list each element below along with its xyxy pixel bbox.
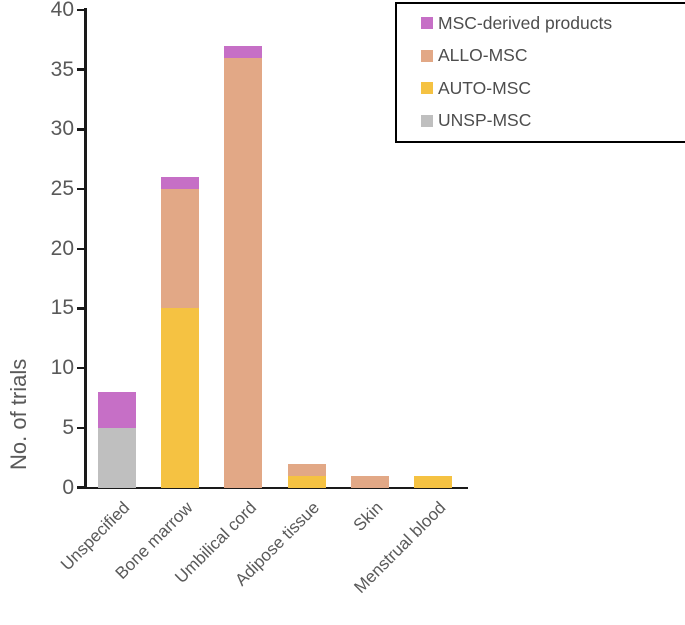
legend-label: UNSP-MSC: [438, 110, 532, 131]
x-category-label: Skin: [349, 498, 387, 535]
bar-segment: [351, 475, 389, 488]
bar-segment: [414, 475, 453, 488]
y-tick-label: 25: [50, 177, 74, 201]
y-tick-mark: [77, 486, 85, 489]
plot-area: [85, 10, 465, 488]
y-tick-label: 35: [50, 57, 74, 81]
y-tick-mark: [77, 426, 85, 430]
legend-item: UNSP-MSC: [421, 105, 685, 138]
y-tick-label: 0: [62, 475, 74, 499]
y-tick-mark: [77, 366, 85, 370]
y-tick-mark: [77, 128, 85, 131]
legend: MSC-derived products ALLO-MSC AUTO-MSC UNSP…: [395, 2, 685, 143]
y-tick-label: 5: [62, 415, 74, 439]
legend-item: MSC-derived products: [421, 7, 685, 40]
bar-segment: [224, 45, 263, 58]
bar-segment: [97, 427, 136, 488]
bar-segment: [97, 392, 136, 428]
legend-swatch-icon: [421, 114, 433, 127]
x-axis-line: [78, 486, 468, 490]
y-tick-mark: [77, 187, 85, 191]
legend-item: ALLO-MSC: [421, 40, 685, 73]
bar-segment: [161, 177, 199, 190]
legend-swatch-icon: [421, 82, 433, 95]
bar-segment: [287, 475, 326, 488]
y-tick-mark: [77, 68, 85, 71]
y-tick-label: 15: [50, 296, 74, 320]
y-tick-label: 10: [50, 356, 74, 380]
bar-segment: [161, 189, 199, 309]
legend-label: ALLO-MSC: [438, 45, 528, 66]
legend-swatch-icon: [421, 49, 433, 62]
y-tick-label: 20: [50, 236, 74, 260]
y-tick-label: 30: [50, 117, 74, 141]
bar-segment: [224, 57, 263, 488]
legend-item: AUTO-MSC: [421, 72, 685, 105]
legend-label: AUTO-MSC: [438, 77, 532, 98]
y-tick-label: 40: [50, 0, 74, 21]
bar-segment: [287, 463, 326, 476]
bar-segment: [161, 308, 199, 488]
legend-label: MSC-derived products: [438, 12, 613, 33]
y-tick-mark: [77, 247, 85, 250]
y-tick-mark: [77, 307, 85, 310]
y-tick-mark: [77, 8, 85, 12]
y-axis-line: [84, 8, 87, 489]
legend-swatch-icon: [421, 17, 433, 30]
